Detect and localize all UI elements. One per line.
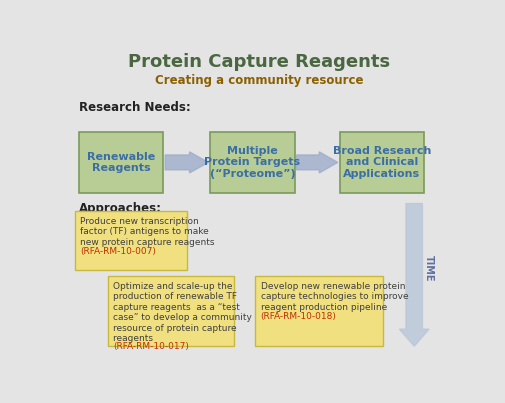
- Text: Develop new renewable protein
capture technologies to improve
reagent production: Develop new renewable protein capture te…: [260, 282, 408, 312]
- Text: (RFA-RM-10-017): (RFA-RM-10-017): [113, 342, 189, 351]
- FancyBboxPatch shape: [108, 276, 233, 346]
- FancyBboxPatch shape: [339, 132, 423, 193]
- Text: Multiple
Protein Targets
(“Proteome”): Multiple Protein Targets (“Proteome”): [204, 146, 300, 179]
- Polygon shape: [296, 152, 337, 173]
- Text: Renewable
Reagents: Renewable Reagents: [87, 152, 155, 173]
- Polygon shape: [398, 204, 428, 346]
- Text: TIME: TIME: [423, 256, 433, 282]
- Text: Research Needs:: Research Needs:: [79, 101, 190, 114]
- FancyBboxPatch shape: [75, 211, 186, 270]
- FancyBboxPatch shape: [255, 276, 382, 346]
- Text: (RFA-RM-10-018): (RFA-RM-10-018): [260, 312, 336, 321]
- Polygon shape: [165, 152, 208, 173]
- Text: Approaches:: Approaches:: [79, 202, 162, 215]
- Text: Broad Research
and Clinical
Applications: Broad Research and Clinical Applications: [332, 146, 430, 179]
- Text: (RFA-RM-10-007): (RFA-RM-10-007): [80, 247, 156, 256]
- Text: Produce new transcription
factor (TF) antigens to make
new protein capture reage: Produce new transcription factor (TF) an…: [80, 217, 214, 247]
- Text: Protein Capture Reagents: Protein Capture Reagents: [128, 53, 390, 71]
- Text: Optimize and scale-up the
production of renewable TF
capture reagents  as a “tes: Optimize and scale-up the production of …: [113, 282, 252, 343]
- Text: Creating a community resource: Creating a community resource: [155, 75, 363, 87]
- FancyBboxPatch shape: [210, 132, 294, 193]
- FancyBboxPatch shape: [79, 132, 163, 193]
